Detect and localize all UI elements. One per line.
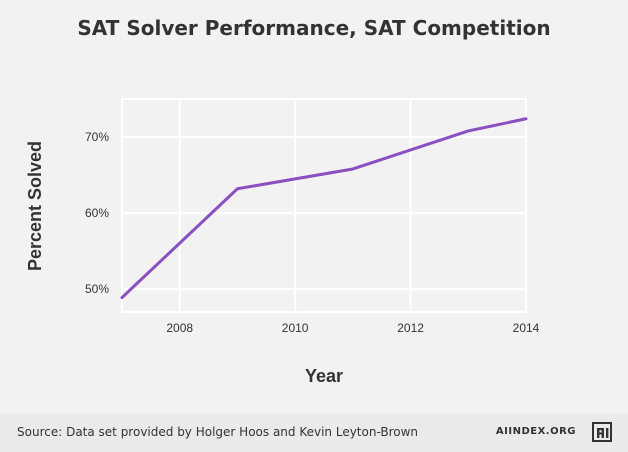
series-lines (120, 117, 528, 300)
x-tick-label: 2010 (282, 321, 309, 335)
x-tick-label: 2014 (513, 321, 540, 335)
x-axis-label: Year (305, 366, 343, 386)
y-axis-label: Percent Solved (25, 141, 45, 271)
line-chart: 2008 2010 2012 2014 50% 60% 70% Year Percent … (25, 98, 540, 386)
ai-index-logo-icon (592, 422, 612, 442)
y-tick-label: 60% (85, 206, 109, 220)
x-tick-label: 2008 (166, 321, 193, 335)
footer-bar: Source: Data set provided by Holger Hoos… (0, 413, 628, 452)
y-tick-labels: 50% 60% 70% (85, 130, 109, 296)
x-tick-labels: 2008 2010 2012 2014 (166, 321, 539, 335)
y-tick-label: 70% (85, 130, 109, 144)
chart-title: SAT Solver Performance, SAT Competition (77, 16, 551, 40)
y-tick-label: 50% (85, 282, 109, 296)
x-tick-label: 2012 (397, 321, 424, 335)
brand-link[interactable]: AIINDEX.ORG (495, 426, 576, 437)
grid-lines (121, 98, 527, 313)
series-line (120, 117, 528, 300)
source-note: Source: Data set provided by Holger Hoos… (17, 425, 419, 439)
